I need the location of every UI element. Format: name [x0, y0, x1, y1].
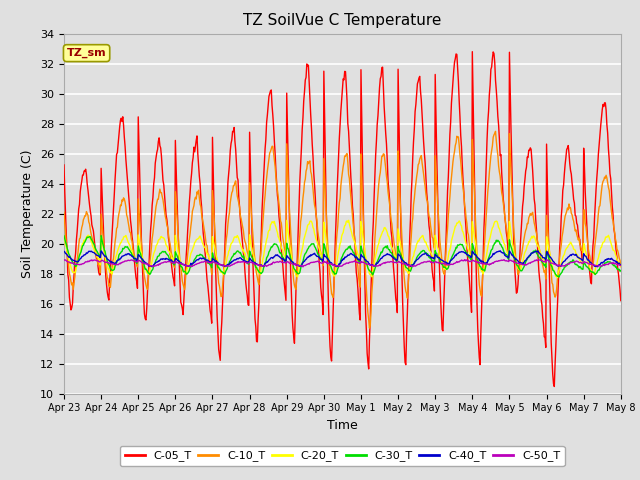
Text: TZ_sm: TZ_sm: [67, 48, 106, 58]
Y-axis label: Soil Temperature (C): Soil Temperature (C): [22, 149, 35, 278]
Legend: C-05_T, C-10_T, C-20_T, C-30_T, C-40_T, C-50_T: C-05_T, C-10_T, C-20_T, C-30_T, C-40_T, …: [120, 446, 564, 466]
Title: TZ SoilVue C Temperature: TZ SoilVue C Temperature: [243, 13, 442, 28]
X-axis label: Time: Time: [327, 419, 358, 432]
